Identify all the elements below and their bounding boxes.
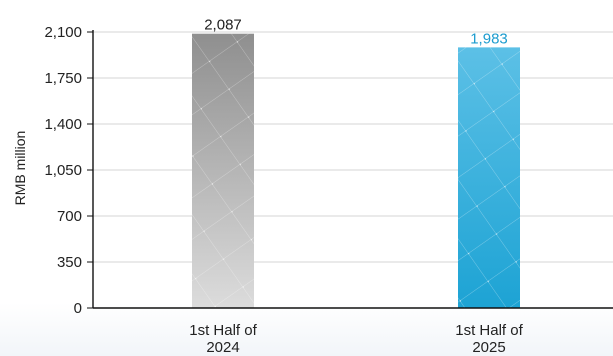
data-labels: 2,087 1,983 [204, 17, 508, 48]
y-tick-labels: 0 350 700 1,050 1,400 1,750 2,100 [44, 24, 93, 317]
y-tick-label: 1,750 [44, 70, 82, 87]
y-tick-label: 350 [57, 254, 82, 271]
data-label: 2,087 [204, 17, 242, 34]
bar-texture [458, 47, 520, 309]
y-tick-label: 700 [57, 208, 82, 225]
y-tick-label: 1,050 [44, 162, 82, 179]
x-category-label: 2024 [206, 339, 239, 356]
x-category-label: 1st Half of [189, 322, 257, 339]
x-category-label: 1st Half of [455, 322, 523, 339]
gridlines [93, 31, 613, 263]
y-tick-label: 2,100 [44, 24, 82, 41]
x-category-label: 2025 [472, 339, 505, 356]
data-label: 1,983 [470, 30, 508, 47]
y-tick-label: 1,400 [44, 116, 82, 133]
y-axis-label: RMB million [12, 131, 28, 206]
bar-texture [192, 33, 254, 309]
bars [192, 33, 520, 309]
y-tick-label: 0 [74, 300, 82, 317]
